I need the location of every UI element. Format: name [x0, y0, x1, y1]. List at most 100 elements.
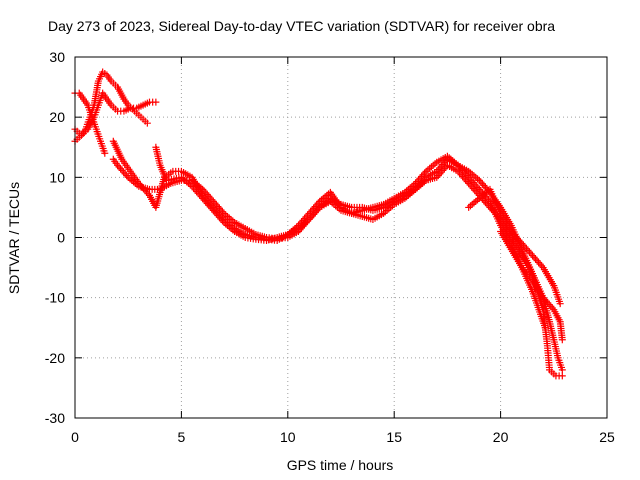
data-point	[434, 166, 442, 174]
data-point	[542, 297, 550, 305]
y-tick-label: -10	[45, 290, 65, 306]
data-point	[308, 212, 316, 220]
data-point	[529, 252, 537, 260]
chart-title: Day 273 of 2023, Sidereal Day-to-day VTE…	[48, 18, 555, 34]
data-point	[536, 260, 544, 268]
data-point	[211, 208, 219, 216]
data-point	[558, 366, 566, 374]
data-point	[465, 173, 473, 181]
x-axis-label: GPS time / hours	[287, 457, 394, 473]
x-tick-label: 5	[178, 429, 186, 445]
data-point	[518, 264, 526, 272]
data-point	[194, 189, 202, 197]
data-point	[548, 304, 556, 312]
data-point	[190, 184, 198, 192]
data-point	[314, 199, 322, 207]
data-point	[217, 215, 225, 223]
x-tick-label: 15	[386, 429, 402, 445]
data-point	[556, 300, 564, 308]
data-point	[519, 241, 527, 249]
data-point	[436, 164, 444, 172]
data-point	[121, 170, 129, 178]
data-point	[138, 183, 146, 191]
data-point	[142, 188, 150, 196]
data-point	[123, 172, 131, 180]
data-point	[415, 176, 423, 184]
data-point	[203, 200, 211, 208]
data-point	[197, 193, 205, 201]
data-point	[191, 186, 199, 194]
data-point	[545, 301, 553, 309]
data-point	[115, 163, 123, 171]
data-point	[522, 269, 530, 277]
data-point	[143, 119, 151, 127]
data-point	[513, 234, 521, 242]
data-point	[480, 181, 488, 189]
data-point	[530, 253, 538, 261]
x-tick-label: 0	[71, 429, 79, 445]
data-point	[215, 213, 223, 221]
data-point	[118, 166, 126, 174]
x-tick-label: 10	[280, 429, 296, 445]
data-point	[477, 178, 485, 186]
grid	[75, 57, 607, 418]
data-point	[471, 180, 479, 188]
data-point	[411, 179, 419, 187]
data-point	[416, 174, 424, 182]
data-point	[200, 196, 208, 204]
data-point	[539, 294, 547, 302]
y-tick-label: -30	[45, 410, 65, 426]
data-point	[525, 272, 533, 280]
data-point	[525, 248, 533, 256]
data-point	[519, 265, 527, 273]
data-point	[135, 179, 143, 187]
data-point	[214, 212, 222, 220]
data-point	[141, 186, 149, 194]
x-tick-label: 20	[493, 429, 509, 445]
data-point	[152, 98, 160, 106]
data-point	[307, 214, 315, 222]
data-point	[510, 231, 518, 239]
ticks: 0 5 10 15 20 25 -30 -20 -10 0 10 20 30	[45, 49, 615, 445]
data-point	[484, 196, 492, 204]
data-point	[193, 188, 201, 196]
data-point	[117, 165, 125, 173]
data-point	[541, 295, 549, 303]
y-tick-label: 30	[49, 49, 65, 65]
data-point	[512, 233, 520, 241]
data-point	[433, 173, 441, 181]
data-point	[527, 250, 535, 258]
data-point	[310, 210, 318, 218]
data-point	[509, 229, 517, 237]
data-point	[468, 177, 476, 185]
data-point	[205, 201, 213, 209]
data-point	[208, 205, 216, 213]
data-point	[139, 185, 147, 193]
x-tick-label: 25	[599, 429, 615, 445]
data-point	[522, 245, 530, 253]
data-point	[411, 185, 419, 193]
data-point	[188, 182, 196, 190]
data-point	[413, 178, 421, 186]
data-point	[144, 190, 152, 198]
y-tick-label: 20	[49, 109, 65, 125]
data-points	[71, 68, 566, 380]
data-point	[469, 178, 477, 186]
data-point	[206, 203, 214, 211]
data-point	[475, 185, 483, 193]
data-point	[521, 243, 529, 251]
data-point	[518, 240, 526, 248]
y-tick-label: 0	[57, 230, 65, 246]
data-point	[305, 215, 313, 223]
data-point	[314, 205, 322, 213]
data-point	[524, 246, 532, 254]
data-point	[547, 302, 555, 310]
data-point	[434, 172, 442, 180]
data-point	[466, 175, 474, 183]
y-axis-label: SDTVAR / TECUs	[6, 182, 22, 294]
data-point	[524, 270, 532, 278]
y-tick-label: 10	[49, 169, 65, 185]
data-point	[478, 180, 486, 188]
data-point	[558, 372, 566, 380]
